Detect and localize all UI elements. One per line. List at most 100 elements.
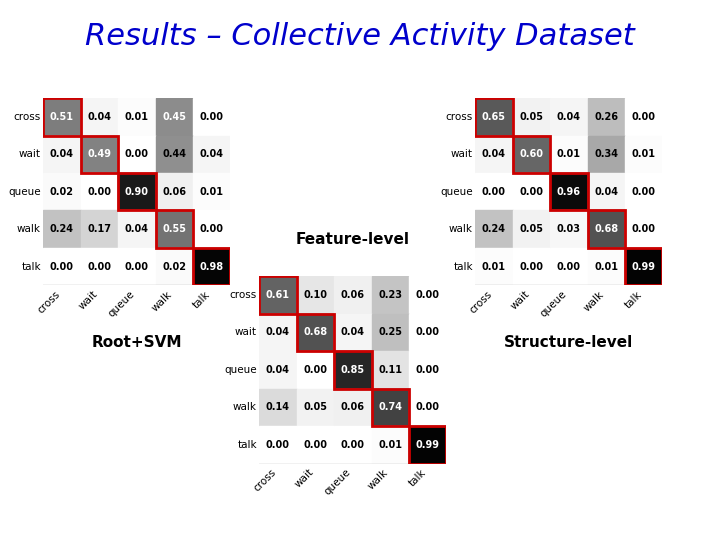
Text: 0.01: 0.01 [378, 440, 402, 450]
Text: 0.55: 0.55 [162, 224, 186, 234]
Text: talk: talk [191, 289, 212, 310]
Bar [156, 211, 193, 248]
Text: 0.45: 0.45 [162, 112, 186, 122]
Text: talk: talk [623, 289, 644, 310]
Bar [475, 173, 513, 211]
Bar [372, 389, 409, 426]
Text: 0.49: 0.49 [87, 149, 112, 159]
Bar [372, 389, 409, 426]
Text: cross: cross [251, 467, 278, 494]
Text: 0.04: 0.04 [341, 327, 365, 338]
Bar [118, 211, 156, 248]
Bar [43, 211, 81, 248]
Bar [259, 314, 297, 351]
Bar [513, 248, 550, 285]
Text: cross: cross [446, 112, 473, 122]
Bar [372, 276, 409, 314]
Text: 0.17: 0.17 [87, 224, 112, 234]
Text: cross: cross [14, 112, 41, 122]
Bar [513, 136, 550, 173]
Text: 0.00: 0.00 [341, 440, 365, 450]
Text: 0.05: 0.05 [303, 402, 328, 413]
Text: 0.24: 0.24 [482, 224, 506, 234]
Bar [588, 136, 625, 173]
Bar [513, 98, 550, 136]
Bar [625, 248, 662, 285]
Text: wait: wait [19, 149, 41, 159]
Text: cross: cross [230, 290, 257, 300]
Bar [475, 136, 513, 173]
Bar [550, 211, 588, 248]
Text: queue: queue [225, 365, 257, 375]
Text: 0.96: 0.96 [557, 187, 581, 197]
Text: 0.11: 0.11 [378, 365, 402, 375]
Bar [588, 211, 625, 248]
Text: wait: wait [293, 467, 315, 490]
Text: 0.04: 0.04 [266, 327, 290, 338]
Text: 0.01: 0.01 [557, 149, 581, 159]
Bar [334, 314, 372, 351]
Bar [625, 211, 662, 248]
Bar [259, 389, 297, 426]
Text: wait: wait [509, 289, 531, 312]
Text: 0.06: 0.06 [341, 402, 365, 413]
Bar [118, 173, 156, 211]
Bar [625, 248, 662, 285]
Text: 0.00: 0.00 [519, 261, 544, 272]
Text: 0.01: 0.01 [125, 112, 149, 122]
Text: 0.00: 0.00 [303, 440, 328, 450]
Bar [409, 314, 446, 351]
Bar [334, 351, 372, 389]
Bar [372, 314, 409, 351]
Text: 0.10: 0.10 [303, 290, 328, 300]
Bar [81, 98, 118, 136]
Bar [625, 98, 662, 136]
Bar [297, 351, 334, 389]
Text: 0.00: 0.00 [631, 112, 656, 122]
Bar [193, 173, 230, 211]
Text: 0.06: 0.06 [162, 187, 186, 197]
Text: Structure-level: Structure-level [504, 335, 634, 350]
Bar [409, 426, 446, 463]
Bar [118, 98, 156, 136]
Text: 0.14: 0.14 [266, 402, 290, 413]
Text: Feature-level: Feature-level [296, 232, 410, 247]
Text: 0.24: 0.24 [50, 224, 74, 234]
Bar [588, 248, 625, 285]
Bar [81, 136, 118, 173]
Bar [156, 173, 193, 211]
Text: 0.00: 0.00 [266, 440, 290, 450]
Text: 0.00: 0.00 [557, 261, 581, 272]
Bar [297, 314, 334, 351]
Bar [297, 314, 334, 351]
Bar [43, 248, 81, 285]
Text: 0.05: 0.05 [519, 112, 544, 122]
Bar [193, 98, 230, 136]
Bar [409, 351, 446, 389]
Text: queue: queue [539, 289, 569, 319]
Text: 0.01: 0.01 [199, 187, 224, 197]
Text: 0.01: 0.01 [594, 261, 618, 272]
Text: 0.60: 0.60 [519, 149, 544, 159]
Text: 0.00: 0.00 [50, 261, 74, 272]
Bar [334, 351, 372, 389]
Text: queue: queue [9, 187, 41, 197]
Bar [409, 426, 446, 463]
Text: 0.00: 0.00 [415, 327, 440, 338]
Text: 0.90: 0.90 [125, 187, 149, 197]
Text: 0.00: 0.00 [87, 187, 112, 197]
Bar [409, 389, 446, 426]
Text: talk: talk [22, 261, 41, 272]
Text: 0.00: 0.00 [415, 402, 440, 413]
Text: 0.74: 0.74 [378, 402, 402, 413]
Text: walk: walk [150, 289, 174, 313]
Bar [118, 173, 156, 211]
Bar [550, 173, 588, 211]
Bar [193, 211, 230, 248]
Text: 0.01: 0.01 [631, 149, 656, 159]
Bar [550, 173, 588, 211]
Text: 0.00: 0.00 [631, 187, 656, 197]
Text: walk: walk [449, 224, 473, 234]
Text: 0.00: 0.00 [125, 149, 149, 159]
Text: 0.02: 0.02 [162, 261, 186, 272]
